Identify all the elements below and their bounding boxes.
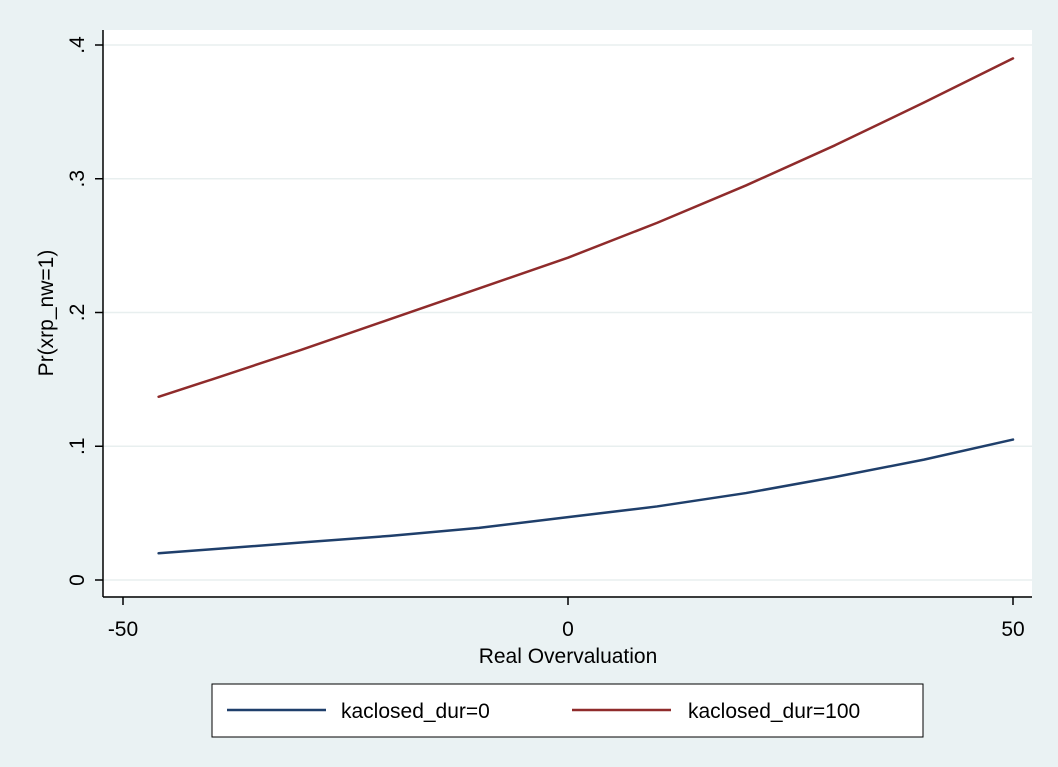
series-lines <box>157 57 1015 555</box>
y-tick-label: 0 <box>66 574 89 586</box>
legend-label-0: kaclosed_dur=0 <box>341 700 490 723</box>
legend-label-1: kaclosed_dur=100 <box>688 700 860 723</box>
legend-box <box>211 683 924 738</box>
y-tick-label: .1 <box>66 437 89 455</box>
series-line-0 <box>157 438 1015 555</box>
legend-item-1: kaclosed_dur=100 <box>572 700 860 723</box>
y-tick-label: .4 <box>66 36 89 54</box>
x-tick-label: 50 <box>1001 618 1024 641</box>
y-axis-title: Pr(xrp_nw=1) <box>35 250 58 377</box>
y-tick-label: .3 <box>66 170 89 188</box>
x-tick-label: -50 <box>108 618 138 641</box>
legend-item-0: kaclosed_dur=0 <box>227 700 490 723</box>
x-tick-label: 0 <box>562 618 574 641</box>
x-axis-title: Real Overvaluation <box>479 645 658 668</box>
series-line-1 <box>157 57 1015 399</box>
x-axis-ticks: -50 0 50 <box>108 597 1025 641</box>
y-tick-label: .2 <box>66 304 89 322</box>
y-axis-ticks: 0 .1 .2 .3 .4 <box>66 36 103 586</box>
gridlines <box>103 44 1032 581</box>
